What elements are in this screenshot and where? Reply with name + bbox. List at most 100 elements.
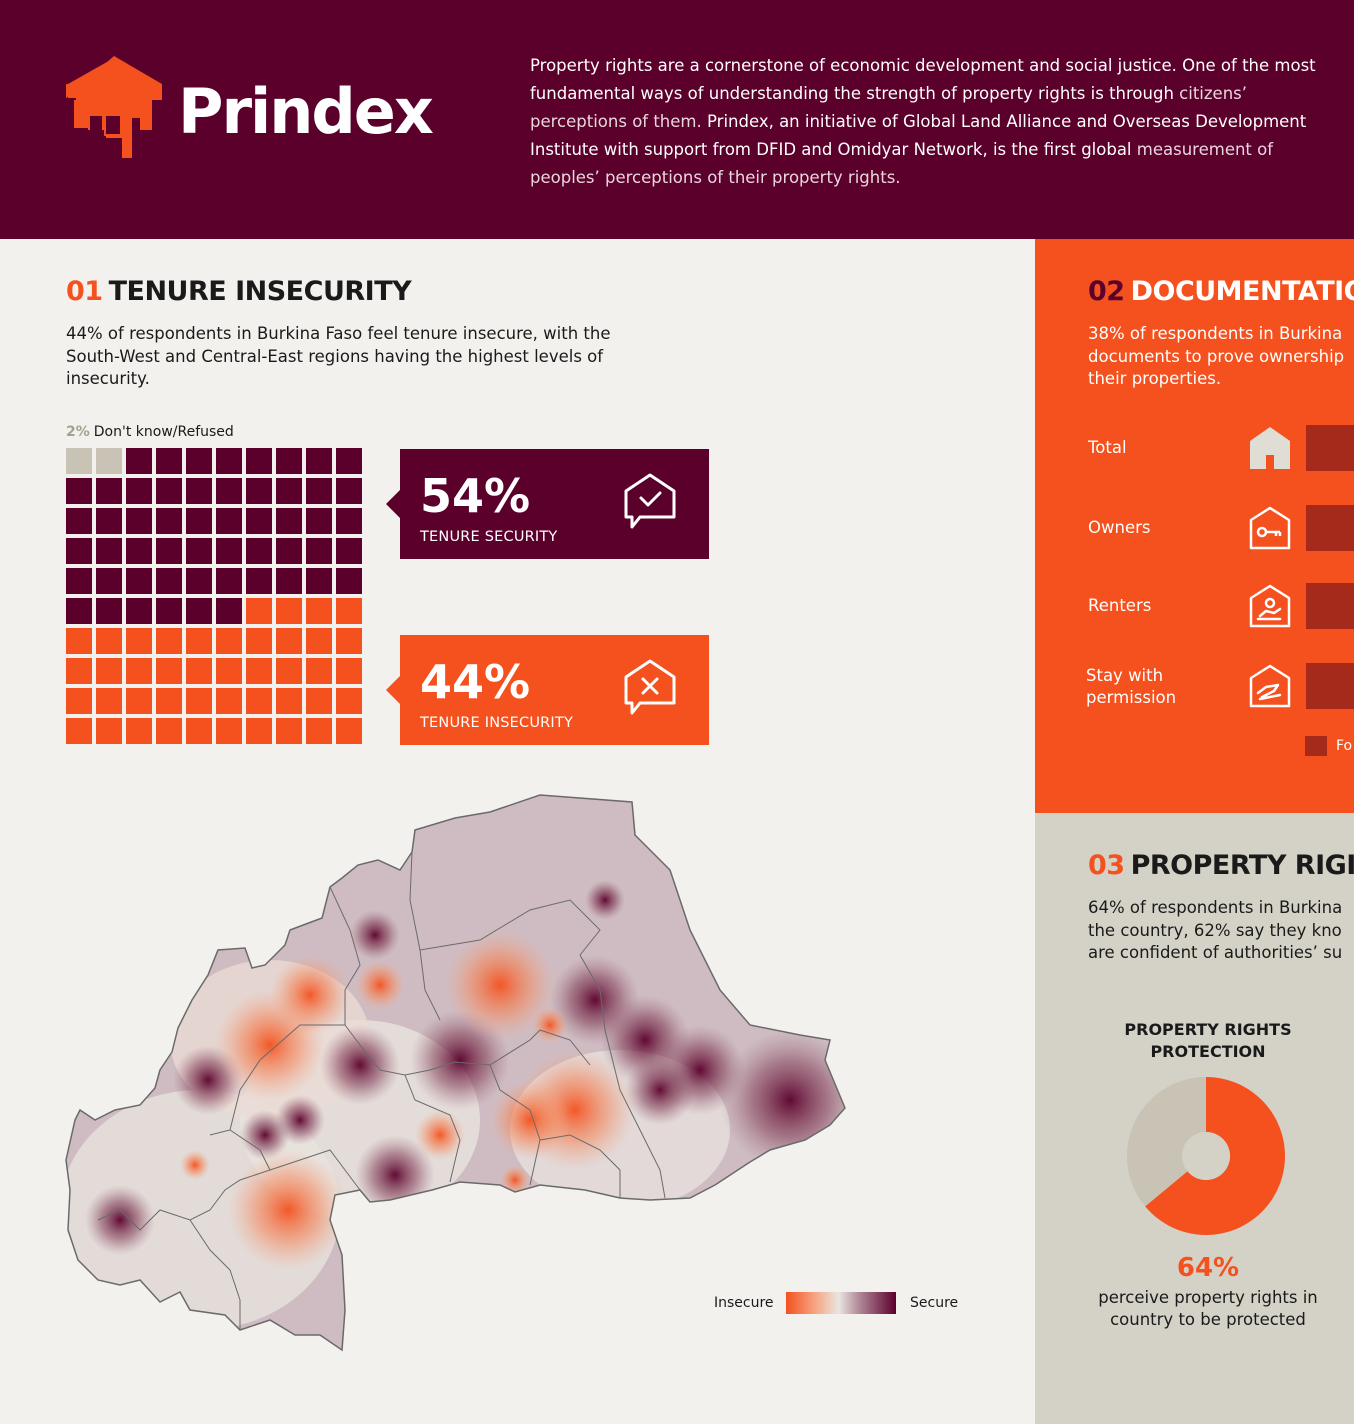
waffle-cell-insecure: [306, 688, 332, 714]
doc-bar: [1306, 505, 1354, 551]
waffle-cell-insecure: [336, 598, 362, 624]
section2-panel: 02 DOCUMENTATIO 38% of respondents in Bur…: [1035, 239, 1354, 813]
waffle-cell-insecure: [186, 628, 212, 654]
waffle-cell-secure: [126, 538, 152, 564]
waffle-cell-insecure: [336, 688, 362, 714]
waffle-cell-insecure: [306, 598, 332, 624]
doc-row-label: Stay with permission: [1086, 666, 1177, 707]
section2-description: 38% of respondents in Burkina documents …: [1088, 323, 1354, 391]
house-hand-icon: [1249, 664, 1291, 708]
waffle-cell-secure: [96, 478, 122, 504]
waffle-cell-secure: [96, 538, 122, 564]
waffle-cell-secure: [216, 478, 242, 504]
waffle-cell-secure: [186, 598, 212, 624]
doc-bar: [1306, 425, 1354, 471]
waffle-cell-insecure: [156, 718, 182, 744]
waffle-cell-insecure: [66, 718, 92, 744]
section3-desc-line: 64% of respondents in Burkina: [1088, 898, 1343, 917]
waffle-cell-secure: [186, 538, 212, 564]
map-legend-gradient: [786, 1292, 896, 1314]
waffle-cell-secure: [246, 448, 272, 474]
waffle-cell-insecure: [96, 628, 122, 654]
waffle-cell-insecure: [246, 718, 272, 744]
protection-chart-title: PROPERTY RIGHTS PROTECTION: [1124, 1020, 1292, 1061]
doc-legend-label: Fo: [1336, 738, 1353, 754]
section3-title-text: PROPERTY RIGI: [1130, 850, 1354, 881]
waffle-cell-insecure: [126, 628, 152, 654]
dont-know-pct: 2%: [66, 424, 90, 440]
waffle-cell-secure: [156, 598, 182, 624]
waffle-cell-insecure: [66, 688, 92, 714]
waffle-cell-secure: [216, 538, 242, 564]
tenure-insecurity-label: TENURE INSECURITY: [420, 715, 574, 731]
section3-title: 03 PROPERTY RIGI: [1088, 850, 1354, 881]
waffle-cell-secure: [216, 568, 242, 594]
waffle-cell-insecure: [306, 718, 332, 744]
protection-value: 64%: [1176, 1253, 1240, 1283]
section3-panel: 03 PROPERTY RIGI 64% of respondents in Bu…: [1035, 813, 1354, 1424]
waffle-cell-insecure: [96, 658, 122, 684]
waffle-cell-insecure: [246, 628, 272, 654]
waffle-cell-insecure: [96, 688, 122, 714]
waffle-cell-dont-know: [66, 448, 92, 474]
donut-slice-other: [1127, 1077, 1206, 1207]
waffle-cell-secure: [186, 568, 212, 594]
waffle-cell-secure: [126, 478, 152, 504]
waffle-cell-insecure: [66, 628, 92, 654]
waffle-cell-insecure: [66, 658, 92, 684]
waffle-cell-secure: [306, 568, 332, 594]
house-cross-icon: [624, 659, 676, 715]
waffle-cell-insecure: [186, 658, 212, 684]
waffle-cell-secure: [126, 568, 152, 594]
doc-row-total: Total: [1088, 425, 1354, 473]
section2-title: 02 DOCUMENTATIO: [1088, 276, 1354, 307]
header-banner: Prindex Property rights are a cornerston…: [0, 0, 1354, 239]
waffle-cell-secure: [276, 478, 302, 504]
donut-slice-protected: [1145, 1077, 1285, 1235]
doc-row-label: Renters: [1088, 596, 1152, 615]
doc-row-renters: Renters: [1088, 583, 1354, 631]
waffle-cell-insecure: [276, 658, 302, 684]
section3-desc-line: the country, 62% say they kno: [1088, 920, 1342, 940]
dont-know-label: 2% Don't know/Refused: [66, 424, 234, 440]
waffle-cell-secure: [156, 508, 182, 534]
doc-bar: [1306, 663, 1354, 709]
intro-part-1: Property rights are a cornerstone of eco…: [530, 56, 1316, 103]
waffle-cell-secure: [126, 598, 152, 624]
waffle-cell-insecure: [186, 718, 212, 744]
burkina-faso-heatmap: [65, 794, 846, 1351]
tenure-security-pct: 54%: [420, 469, 531, 523]
intro-part-4: measurement of peoples’ perceptions of t…: [530, 140, 1274, 187]
section3-description: 64% of respondents in Burkina the countr…: [1088, 897, 1354, 965]
prindex-logo-icon: [66, 56, 162, 158]
waffle-cell-insecure: [216, 658, 242, 684]
waffle-cell-secure: [216, 508, 242, 534]
waffle-cell-secure: [306, 478, 332, 504]
waffle-cell-secure: [276, 448, 302, 474]
map-legend-insecure: Insecure: [714, 1295, 774, 1311]
section2-title-text: DOCUMENTATIO: [1130, 276, 1354, 307]
house-icon: [1250, 427, 1290, 469]
waffle-cell-secure: [276, 538, 302, 564]
section2-number: 02: [1088, 276, 1125, 307]
waffle-cell-insecure: [96, 718, 122, 744]
waffle-cell-insecure: [216, 688, 242, 714]
waffle-cell-secure: [96, 598, 122, 624]
waffle-cell-dont-know: [96, 448, 122, 474]
doc-row-label: Total: [1088, 438, 1127, 457]
section1-description: 44% of respondents in Burkina Faso feel …: [66, 324, 611, 388]
section3-number: 03: [1088, 850, 1125, 881]
waffle-cell-insecure: [276, 598, 302, 624]
waffle-cell-secure: [306, 448, 332, 474]
waffle-cell-secure: [66, 508, 92, 534]
house-person-icon: [1249, 584, 1291, 628]
tenure-insecurity-box: 44% TENURE INSECURITY: [386, 635, 709, 745]
waffle-cell-secure: [306, 508, 332, 534]
protection-caption: perceive property rights in country to b…: [1098, 1288, 1318, 1329]
house-check-icon: [624, 473, 676, 529]
doc-legend-swatch: [1305, 736, 1327, 756]
section2-desc-line: 38% of respondents in Burkina: [1088, 324, 1343, 343]
waffle-cell-insecure: [186, 688, 212, 714]
waffle-cell-secure: [126, 448, 152, 474]
waffle-cell-secure: [246, 508, 272, 534]
